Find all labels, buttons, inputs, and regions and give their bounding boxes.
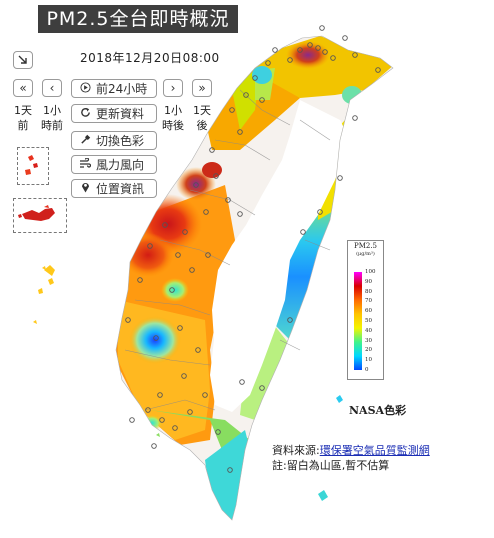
legend-tick: 60 (365, 308, 372, 315)
location-button[interactable]: 位置資訊 (71, 179, 157, 198)
source-prefix: 資料來源: (272, 444, 320, 457)
legend-tick: 0 (365, 367, 369, 373)
legend-tick: 90 (365, 278, 372, 285)
color-scheme-label: 切換色彩 (96, 134, 145, 148)
arrow-down-right-icon (18, 55, 27, 64)
play-24h-label: 前24小時 (96, 82, 148, 96)
back-1hour-label: 1小 時前 (41, 104, 63, 132)
legend-tick: 100 (365, 269, 376, 275)
mountain-blank-area (210, 100, 350, 412)
collapse-button[interactable] (13, 51, 33, 69)
fwd-1day-button[interactable]: » (192, 79, 212, 97)
fwd-1hour-button[interactable]: › (163, 79, 183, 97)
location-label: 位置資訊 (96, 182, 145, 196)
back-1hour-button[interactable]: ‹ (42, 79, 62, 97)
legend-tick: 80 (365, 288, 372, 295)
wind-icon (78, 156, 92, 172)
orchid-island (318, 490, 328, 501)
double-chevron-left-icon: « (19, 81, 27, 95)
back-1day-label: 1天前 (14, 104, 32, 132)
fwd-1day-label: 1天後 (193, 104, 211, 132)
legend-tick: 50 (365, 318, 372, 324)
eyedropper-icon (78, 134, 92, 148)
chevron-right-icon: › (170, 81, 176, 95)
timestamp: 2018年12月20日08:00 (80, 51, 220, 65)
refresh-icon (78, 107, 92, 121)
play-24h-button[interactable]: 前24小時 (71, 79, 157, 98)
legend-title: PM2.5 (353, 242, 377, 250)
legend-color-bar (354, 272, 362, 370)
color-scheme-name: NASA色彩 (349, 404, 407, 417)
data-source: 資料來源:環保署空氣品質監測網 註:留白為山區,暫不估算 (272, 443, 430, 473)
wind-button[interactable]: 風力風向 (71, 155, 157, 174)
page-title: PM2.5全台即時概況 (38, 5, 238, 33)
chevron-left-icon: ‹ (49, 81, 55, 95)
color-scheme-button[interactable]: 切換色彩 (71, 131, 157, 150)
monitoring-stations (125, 25, 381, 473)
liuqiu-island (156, 433, 160, 437)
back-1day-button[interactable]: « (13, 79, 33, 97)
source-link[interactable]: 環保署空氣品質監測網 (319, 444, 430, 457)
legend-tick: 70 (365, 298, 372, 305)
refresh-button[interactable]: 更新資料 (71, 104, 157, 123)
pm25-legend: PM2.5 (μg/m³) 100 90 80 70 60 50 40 30 20 10 0 (347, 240, 384, 380)
play-circle-icon (78, 81, 92, 96)
legend-unit: (μg/m³) (356, 251, 375, 257)
kinmen-islands-shape (18, 205, 55, 221)
green-island (336, 395, 343, 403)
legend-tick: 10 (365, 357, 372, 364)
legend-tick: 20 (365, 347, 372, 354)
fwd-1hour-label: 1小 時後 (162, 104, 184, 132)
legend-tick: 30 (365, 337, 372, 344)
legend-tick: 40 (365, 327, 372, 334)
penghu-islands (33, 265, 55, 324)
double-chevron-right-icon: » (198, 81, 206, 95)
matsu-inset (17, 147, 49, 185)
taiwan-outline (115, 35, 394, 521)
map-marker-icon (78, 181, 92, 196)
kinmen-inset (13, 198, 67, 233)
matsu-islands-shape (25, 155, 38, 175)
refresh-label: 更新資料 (96, 107, 145, 121)
source-note: 註:留白為山區,暫不估算 (272, 459, 390, 472)
wind-label: 風力風向 (96, 158, 145, 172)
